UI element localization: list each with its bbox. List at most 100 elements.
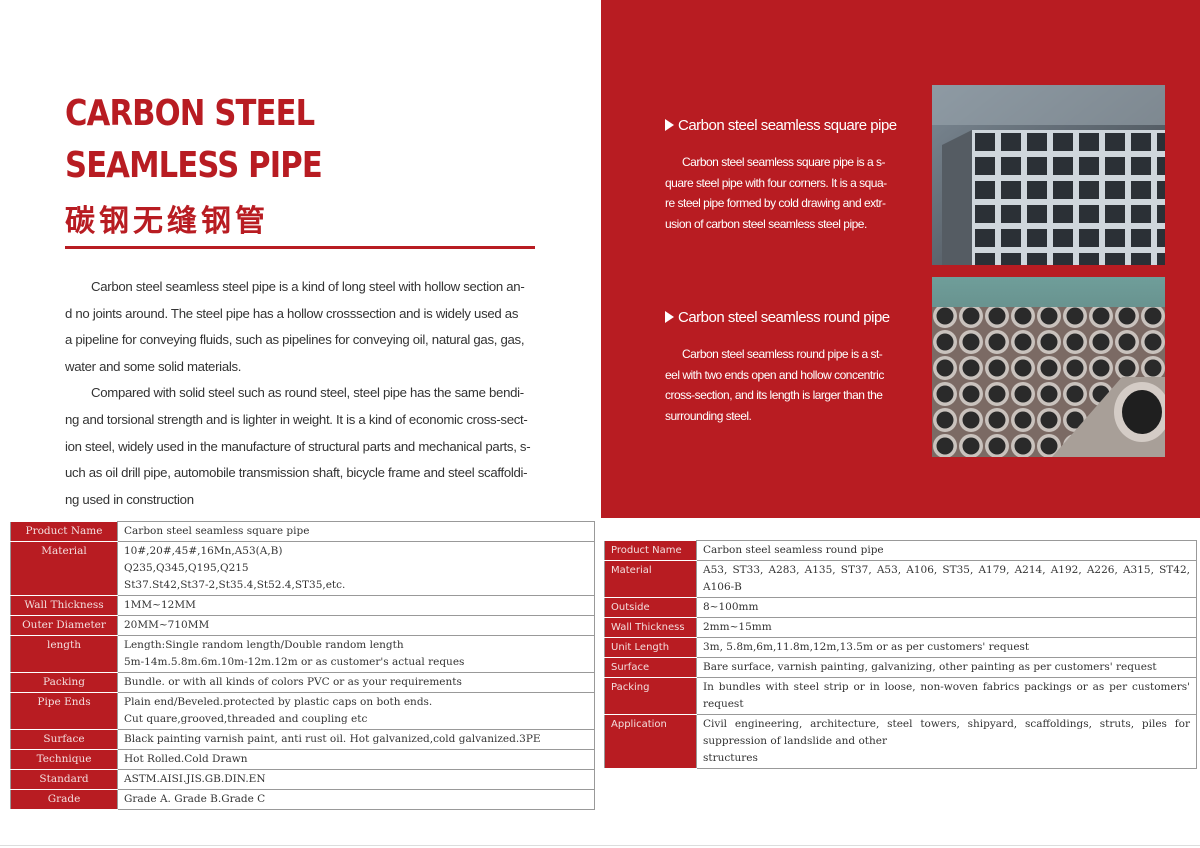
value-line: 20MM~710MM — [124, 619, 210, 631]
text-line: ng and torsional strength and is lighter… — [65, 411, 528, 427]
table-row: Application Civil engineering, architectu… — [604, 714, 1197, 769]
value-line: Plain end/Beveled.protected by plastic c… — [124, 696, 433, 708]
row-value: 10#,20#,45#,16Mn,A53(A,B) Q235,Q345,Q195,… — [117, 541, 595, 596]
row-label: Standard — [10, 769, 118, 790]
text-line: usion of carbon steel seamless steel pip… — [665, 216, 867, 231]
row-value: Carbon steel seamless square pipe — [117, 521, 595, 542]
page-title: CARBON STEEL SEAMLESS PIPE — [65, 93, 323, 186]
product-panel: Carbon steel seamless square pipe Carbon… — [601, 0, 1200, 518]
intro-paragraph-1: Carbon steel seamless steel pipe is a ki… — [65, 274, 545, 380]
table-row: Material 10#,20#,45#,16Mn,A53(A,B) Q235,Q3… — [10, 541, 595, 596]
title-divider — [65, 246, 535, 249]
value-line: 2mm~15mm — [703, 621, 772, 633]
square-pipe-description: Carbon steel seamless square pipe is a s… — [665, 152, 905, 234]
round-pipe-heading: Carbon steel seamless round pipe — [665, 309, 890, 326]
row-value: Bundle. or with all kinds of colors PVC … — [117, 672, 595, 693]
text-line: Carbon steel seamless round pipe is a st… — [682, 347, 883, 361]
text-line: Carbon steel seamless square pipe is a s… — [682, 155, 885, 169]
table-row: Product Name Carbon steel seamless round … — [604, 540, 1197, 561]
text-line: cross-section, and its length is larger … — [665, 388, 883, 402]
chinese-title: 碳钢无缝钢管 — [65, 205, 269, 238]
text-line: eel with two ends open and hollow concen… — [665, 367, 884, 382]
value-line: Civil engineering, architecture, steel t… — [703, 718, 1190, 747]
row-label: Product Name — [10, 521, 118, 542]
table-row: Product Name Carbon steel seamless square… — [10, 521, 595, 542]
intro-paragraph-2: Compared with solid steel such as round … — [65, 380, 545, 513]
row-label: Material — [10, 541, 118, 596]
text-line: surrounding steel. — [665, 408, 752, 423]
row-value: 1MM~12MM — [117, 595, 595, 616]
triangle-bullet-icon — [665, 311, 674, 323]
row-value: Bare surface, varnish painting, galvaniz… — [696, 657, 1197, 678]
table-row: Packing In bundles with steel strip or in… — [604, 677, 1197, 715]
row-value: Black painting varnish paint, anti rust … — [117, 729, 595, 750]
text-line: water and some solid materials. — [65, 358, 242, 374]
value-line: 8~100mm — [703, 601, 759, 613]
table-row: Technique Hot Rolled.Cold Drawn — [10, 749, 595, 770]
row-value: 8~100mm — [696, 597, 1197, 618]
round-pipe-description: Carbon steel seamless round pipe is a st… — [665, 344, 905, 426]
row-label: Technique — [10, 749, 118, 770]
row-value: Grade A. Grade B.Grade C — [117, 789, 595, 810]
table-row: Outside 8~100mm — [604, 597, 1197, 618]
row-label: Surface — [604, 657, 697, 678]
intro-text: Carbon steel seamless steel pipe is a ki… — [65, 274, 545, 513]
text-line: a pipeline for conveying fluids, such as… — [65, 332, 525, 348]
table-row: Standard ASTM.AISI.JIS.GB.DIN.EN — [10, 769, 595, 790]
value-line: Bare surface, varnish painting, galvaniz… — [703, 661, 1157, 673]
round-pipe-image — [932, 277, 1165, 457]
row-value: 20MM~710MM — [117, 615, 595, 636]
value-line: 5m-14m.5.8m.6m.10m-12m.12m or as custome… — [124, 656, 465, 668]
text-line: uch as oil drill pipe, automobile transm… — [65, 465, 528, 481]
row-label: Surface — [10, 729, 118, 750]
row-label: length — [10, 635, 118, 673]
table-row: Grade Grade A. Grade B.Grade C — [10, 789, 595, 810]
value-line: Grade A. Grade B.Grade C — [124, 793, 266, 805]
text-line: ion steel, widely used in the manufactur… — [65, 438, 531, 454]
value-line: A53, ST33, A283, A135, ST37, A53, A106, … — [703, 564, 1190, 593]
row-label: Grade — [10, 789, 118, 810]
square-pipe-image — [932, 85, 1165, 265]
value-line: 3m, 5.8m,6m,11.8m,12m,13.5m or as per cu… — [703, 641, 1030, 653]
row-label: Material — [604, 560, 697, 598]
value-line: Hot Rolled.Cold Drawn — [124, 753, 248, 765]
value-line: Carbon steel seamless round pipe — [703, 544, 884, 556]
value-line: Black painting varnish paint, anti rust … — [124, 733, 541, 745]
value-line: Q235,Q345,Q195,Q215 — [124, 562, 249, 574]
row-label: Packing — [604, 677, 697, 715]
row-value: 3m, 5.8m,6m,11.8m,12m,13.5m or as per cu… — [696, 637, 1197, 658]
table-row: Pipe Ends Plain end/Beveled.protected by … — [10, 692, 595, 730]
value-line: structures — [703, 752, 758, 764]
text-line: re steel pipe formed by cold drawing and… — [665, 196, 886, 210]
value-line: In bundles with steel strip or in loose,… — [703, 681, 1190, 710]
table-row: length Length:Single random length/Double… — [10, 635, 595, 673]
row-label: Pipe Ends — [10, 692, 118, 730]
row-label: Product Name — [604, 540, 697, 561]
text-line: ng used in construction — [65, 491, 194, 507]
text-line: d no joints around. The steel pipe has a… — [65, 305, 519, 321]
square-pipe-spec-table: Product Name Carbon steel seamless square… — [10, 521, 595, 810]
value-line: St37.St42,St37-2,St35.4,St52.4,ST35,etc. — [124, 579, 346, 591]
table-row: Packing Bundle. or with all kinds of colo… — [10, 672, 595, 693]
value-line: 1MM~12MM — [124, 599, 196, 611]
row-label: Packing — [10, 672, 118, 693]
text-line: Carbon steel seamless steel pipe is a ki… — [91, 279, 525, 294]
value-line: Carbon steel seamless square pipe — [124, 525, 310, 537]
triangle-bullet-icon — [665, 119, 674, 131]
row-label: Application — [604, 714, 697, 769]
round-pipe-spec-table: Product Name Carbon steel seamless round … — [604, 540, 1197, 769]
row-value: In bundles with steel strip or in loose,… — [696, 677, 1197, 715]
value-line: Cut quare,grooved,threaded and coupling … — [124, 713, 368, 725]
text-line: Compared with solid steel such as round … — [91, 385, 524, 401]
row-label: Outer Diameter — [10, 615, 118, 636]
table-row: Wall Thickness 2mm~15mm — [604, 617, 1197, 638]
value-line: Bundle. or with all kinds of colors PVC … — [124, 676, 462, 688]
table-row: Surface Bare surface, varnish painting, g… — [604, 657, 1197, 678]
row-label: Wall Thickness — [10, 595, 118, 616]
row-value: A53, ST33, A283, A135, ST37, A53, A106, … — [696, 560, 1197, 598]
square-pipe-heading: Carbon steel seamless square pipe — [665, 117, 897, 134]
value-line: 10#,20#,45#,16Mn,A53(A,B) — [124, 545, 283, 557]
text-line: quare steel pipe with four corners. It i… — [665, 175, 887, 190]
row-value: ASTM.AISI.JIS.GB.DIN.EN — [117, 769, 595, 790]
page-bottom-line — [0, 845, 1200, 846]
